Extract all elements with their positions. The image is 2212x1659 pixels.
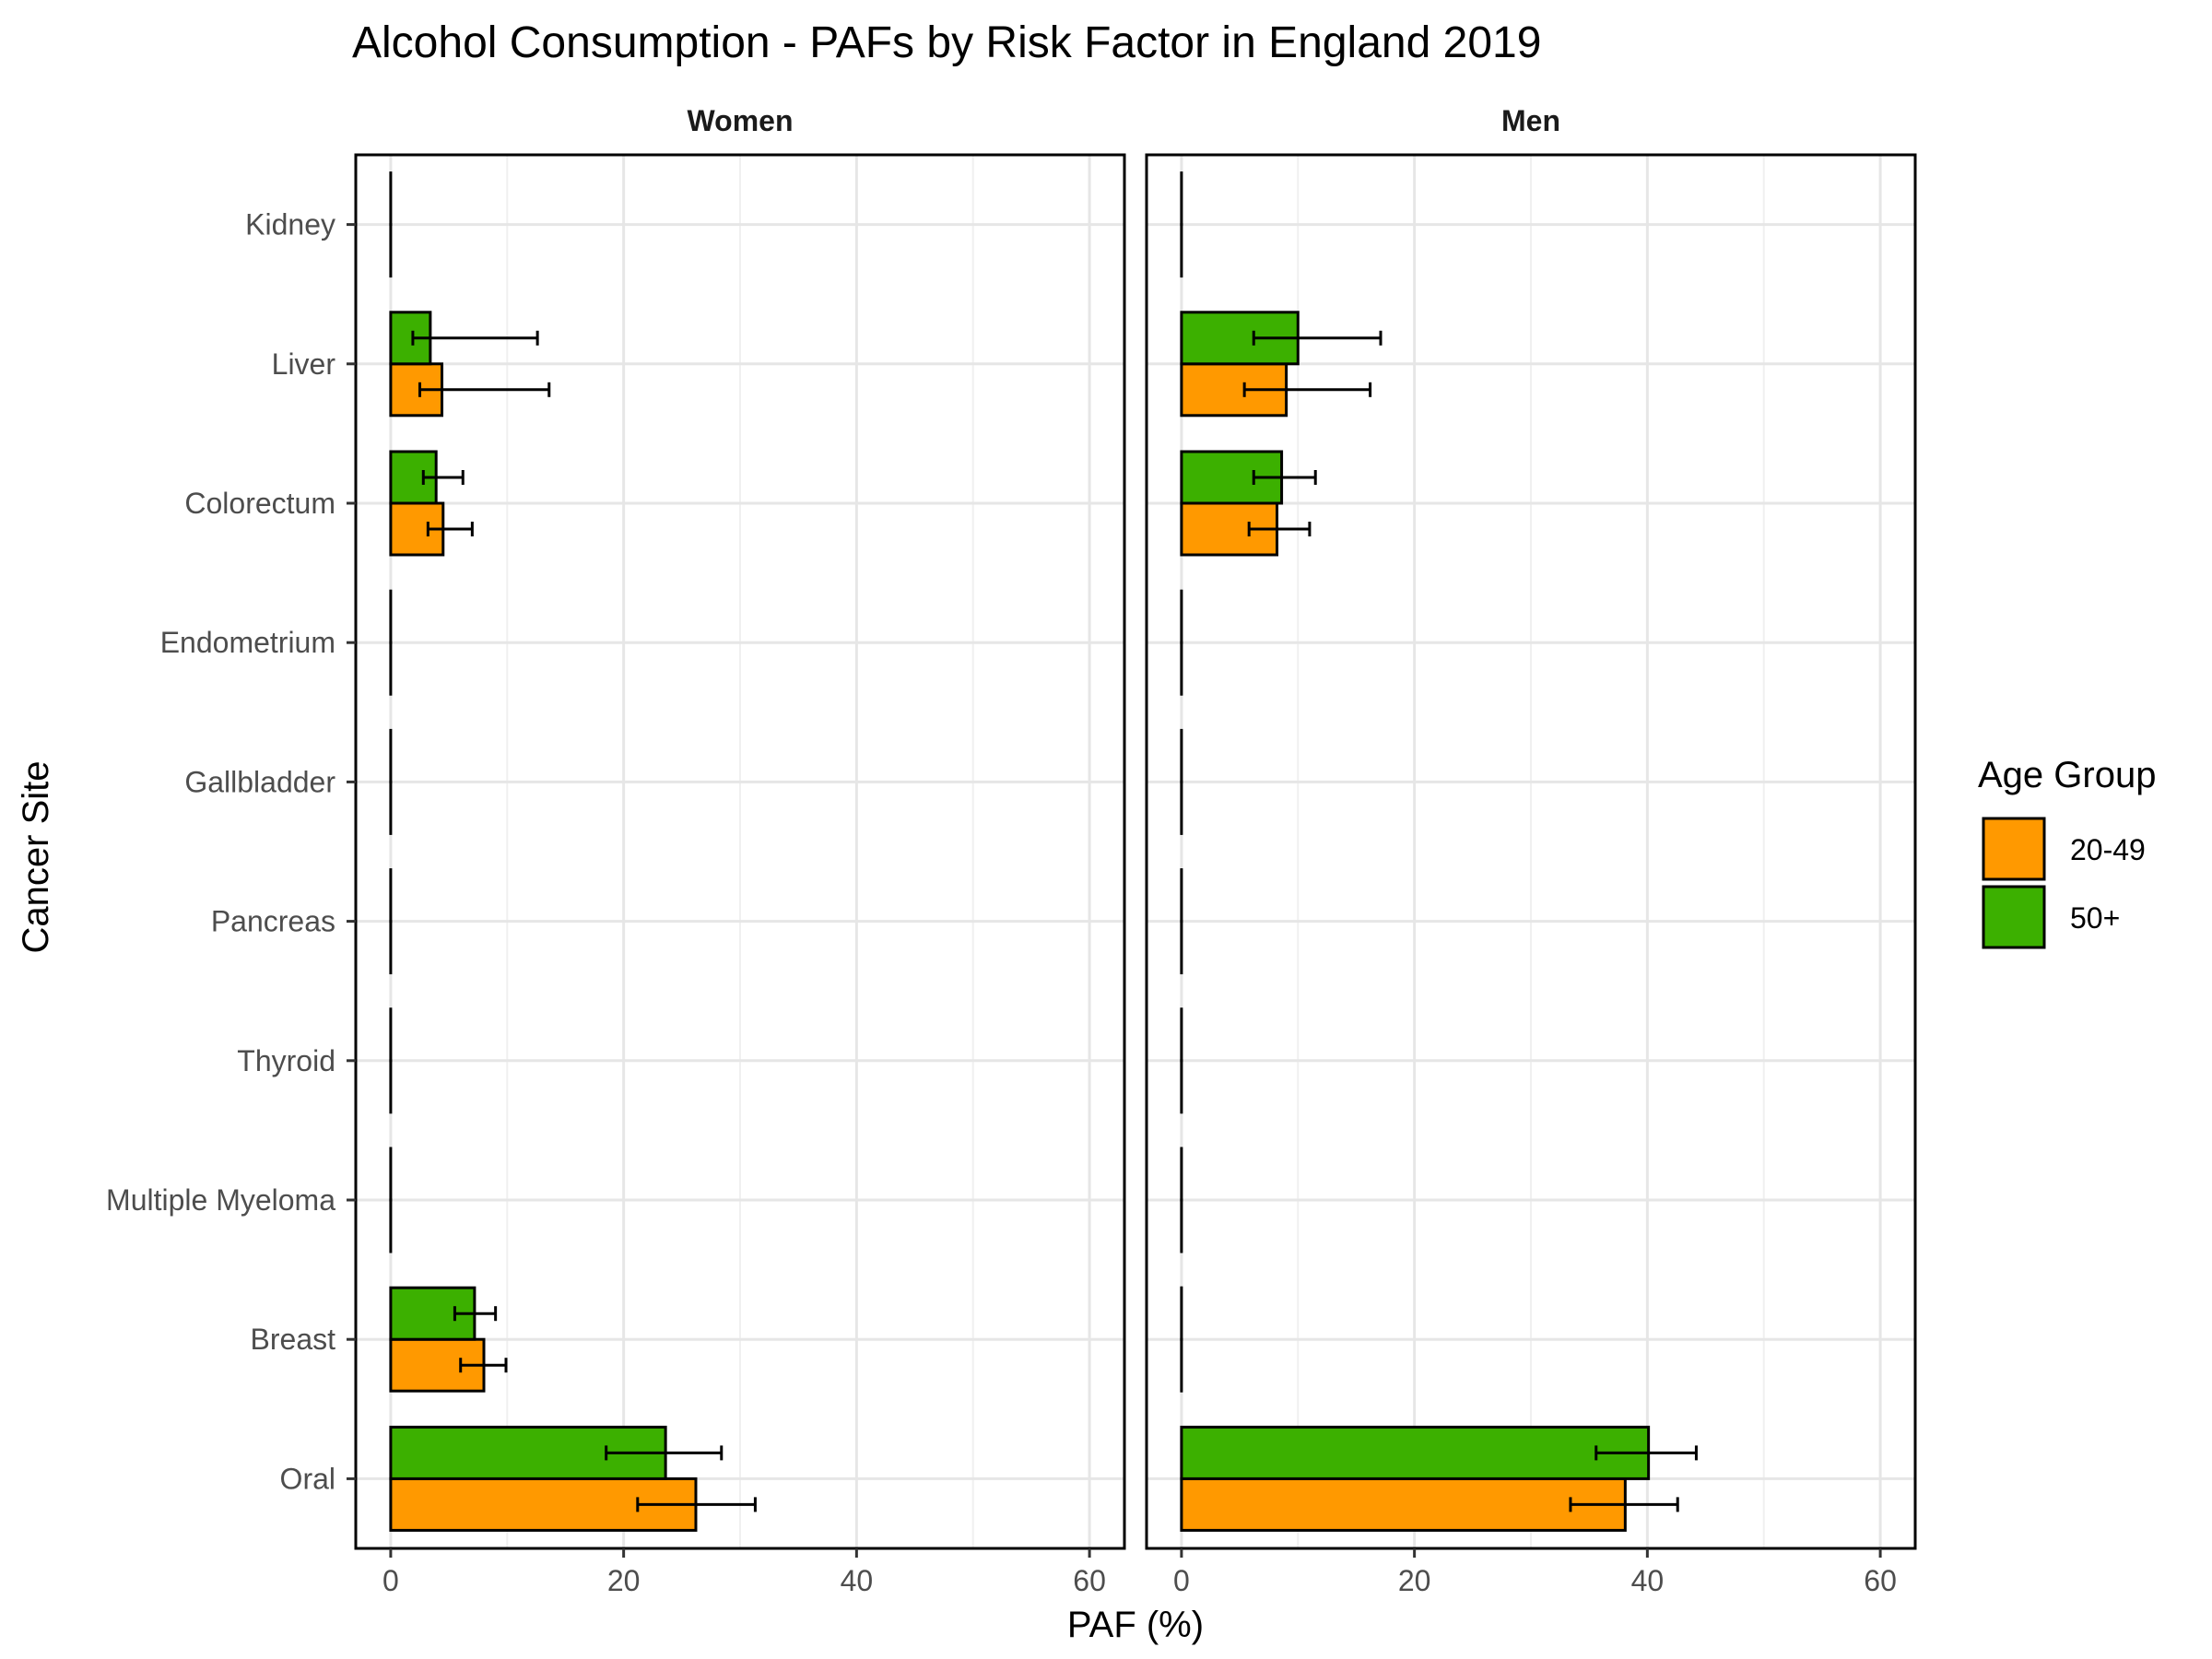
legend: Age Group 20-49 50+ xyxy=(1978,755,2156,949)
y-tick-label: Liver xyxy=(272,347,336,381)
error-bar xyxy=(421,470,465,485)
x-tick-label: 40 xyxy=(1631,1564,1665,1597)
x-axis-label: PAF (%) xyxy=(1067,1605,1204,1645)
legend-title: Age Group xyxy=(1978,755,2156,795)
error-bar xyxy=(426,522,474,536)
bar-men-oral-50+ xyxy=(1180,1425,1651,1480)
error-bar xyxy=(1247,522,1312,536)
bar-women-colorectum-20-49 xyxy=(389,501,445,557)
chart-title: Alcohol Consumption - PAFs by Risk Facto… xyxy=(352,18,1541,67)
error-bar xyxy=(411,330,539,346)
y-tick-label: Gallbladder xyxy=(184,765,335,798)
error-bar xyxy=(1242,382,1372,397)
y-tick-label: Pancreas xyxy=(211,905,335,938)
error-bar xyxy=(636,1497,757,1512)
legend-key-50+ xyxy=(1982,885,2046,949)
panel-strip-label: Men xyxy=(1501,104,1560,137)
y-tick-label: Colorectum xyxy=(184,487,335,520)
y-tick-label: Multiple Myeloma xyxy=(106,1183,335,1217)
bar-women-colorectum-50+ xyxy=(389,450,438,505)
panel-strip-label: Women xyxy=(688,104,794,137)
legend-label-50+: 50+ xyxy=(2070,901,2120,935)
bar-women-breast-20-49 xyxy=(389,1337,486,1393)
x-tick-label: 60 xyxy=(1864,1564,1897,1597)
x-tick-label: 40 xyxy=(841,1564,874,1597)
y-tick-label: Oral xyxy=(280,1462,335,1495)
x-tick-label: 60 xyxy=(1073,1564,1106,1597)
panel-border xyxy=(354,153,1126,1550)
y-tick-label: Thyroid xyxy=(237,1044,335,1077)
error-bar xyxy=(459,1358,508,1373)
panel-men: Men 0 20 40 60 xyxy=(1145,104,1917,1597)
error-bar xyxy=(453,1306,498,1322)
error-bar xyxy=(1252,330,1382,346)
panel-border xyxy=(1145,153,1917,1550)
error-bar xyxy=(1594,1445,1698,1461)
x-tick-label: 0 xyxy=(1173,1564,1190,1597)
y-tick-label: Kidney xyxy=(245,208,335,241)
y-axis-label: Cancer Site xyxy=(16,761,56,954)
error-bar xyxy=(605,1445,724,1461)
error-bar xyxy=(1569,1497,1679,1512)
error-bar xyxy=(1252,470,1317,485)
bar-men-oral-20-49 xyxy=(1180,1477,1627,1532)
legend-key-20-49 xyxy=(1982,817,2046,881)
chart-panels: Women 0 20 40 60 Men 0 20 40 60 Kidney Liver Colorec… xyxy=(106,104,1917,1597)
y-tick-label: Endometrium xyxy=(160,626,335,659)
x-tick-label: 20 xyxy=(607,1564,641,1597)
x-tick-label: 20 xyxy=(1398,1564,1431,1597)
error-bar xyxy=(418,382,551,397)
panel-women: Women 0 20 40 60 xyxy=(354,104,1126,1597)
x-tick-label: 0 xyxy=(382,1564,399,1597)
y-tick-label: Breast xyxy=(251,1323,336,1356)
legend-label-20-49: 20-49 xyxy=(2070,833,2146,866)
